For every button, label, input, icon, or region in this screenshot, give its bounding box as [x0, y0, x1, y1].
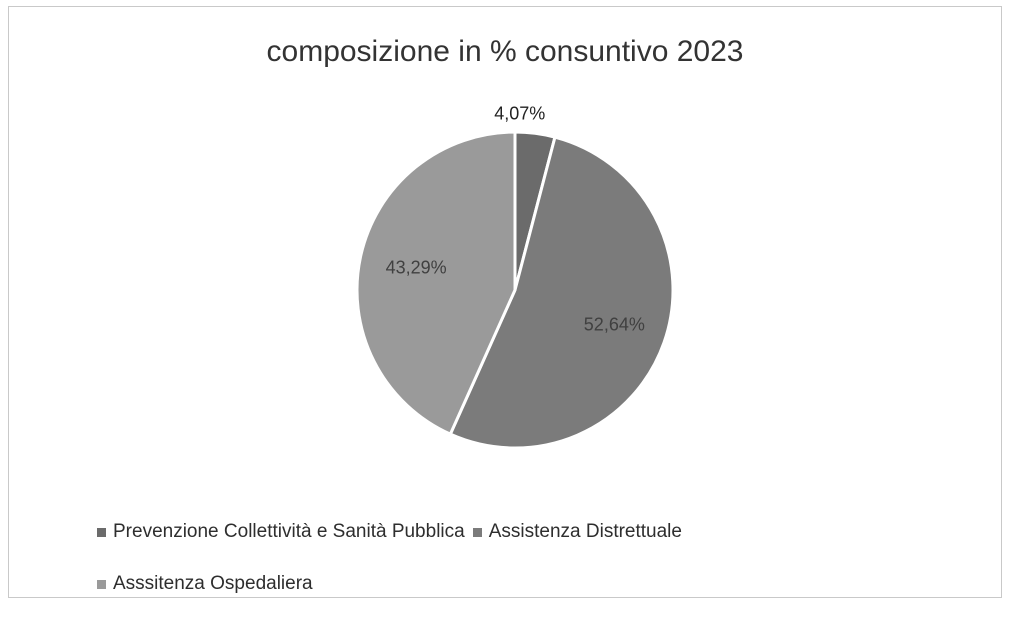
data-label-1: 4,07%	[494, 104, 545, 124]
pie-slice-3	[355, 130, 517, 436]
legend-label: Assistenza Distrettuale	[488, 521, 682, 542]
pie-slice-2	[448, 135, 675, 450]
chart-frame: composizione in % consuntivo 2023 4,07% 5…	[8, 6, 1002, 598]
legend-item: Assistenza Distrettuale	[472, 521, 682, 543]
legend-row: Prevenzione Collettività e Sanità Pubbli…	[97, 517, 857, 547]
chart-title: composizione in % consuntivo 2023	[266, 35, 744, 68]
data-label-2: 52,64%	[584, 314, 645, 334]
pie-chart: 4,07% 52,64% 43,29%	[355, 104, 675, 450]
legend-swatch	[97, 579, 106, 589]
legend-row: Asssitenza Ospedaliera	[97, 569, 857, 599]
legend-item: Prevenzione Collettività e Sanità Pubbli…	[97, 521, 465, 543]
legend-swatch	[472, 527, 482, 537]
pie-labels: 4,07% 52,64% 43,29%	[386, 104, 645, 335]
legend: Prevenzione Collettività e Sanità Pubbli…	[97, 517, 857, 621]
legend-item: Asssitenza Ospedaliera	[97, 573, 313, 595]
data-label-3: 43,29%	[386, 258, 447, 278]
legend-label: Prevenzione Collettività e Sanità Pubbli…	[113, 521, 465, 542]
pie-slices	[355, 130, 675, 450]
legend-swatch	[97, 527, 106, 537]
legend-label: Asssitenza Ospedaliera	[113, 573, 313, 594]
